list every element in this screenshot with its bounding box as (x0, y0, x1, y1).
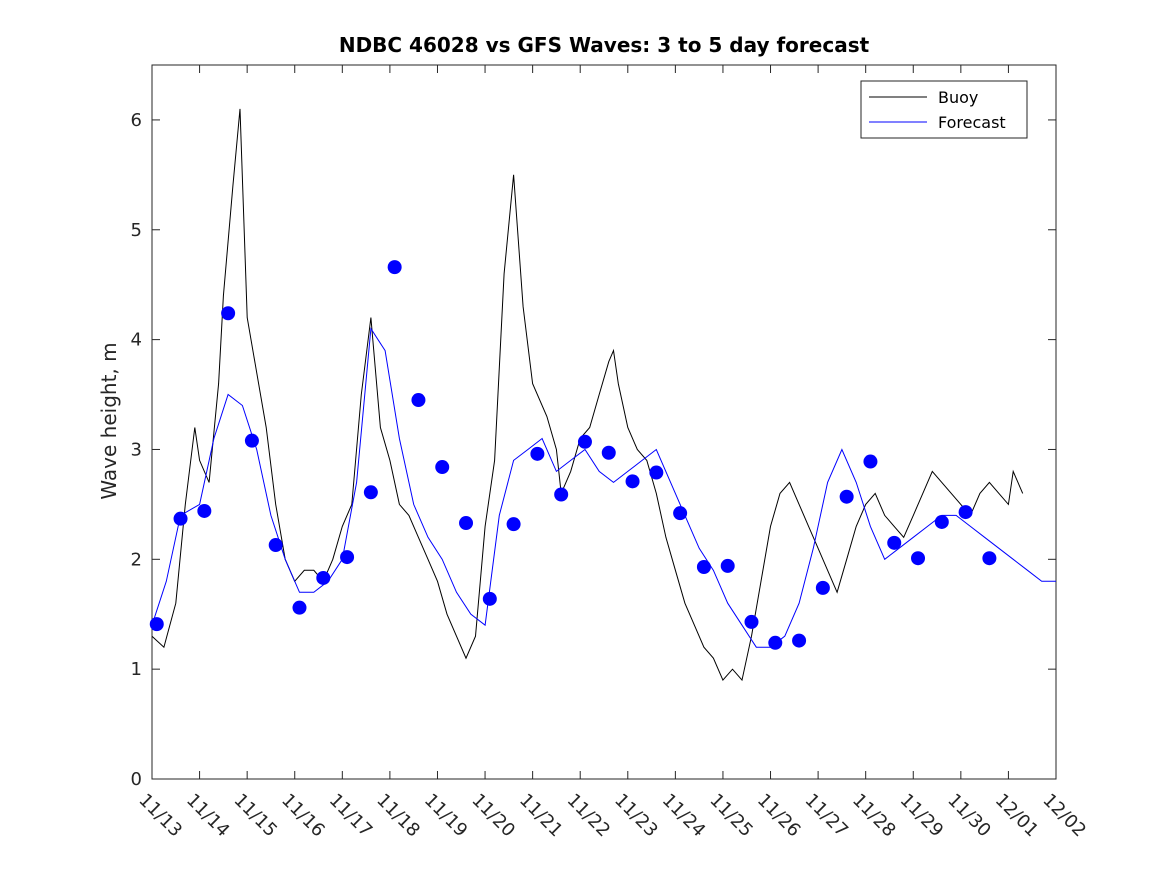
forecast-marker (601, 445, 616, 460)
y-axis-label: Wave height, m (97, 342, 121, 499)
y-axis: 0 1 2 3 4 5 6 (131, 110, 1056, 790)
forecast-marker (340, 550, 355, 565)
forecast-marker (768, 635, 783, 650)
forecast-marker (577, 434, 592, 449)
y-tick-label: 6 (131, 110, 142, 131)
forecast-marker (649, 465, 664, 480)
forecast-marker (268, 538, 283, 553)
forecast-marker (958, 505, 973, 520)
forecast-marker (720, 558, 735, 573)
forecast-marker (744, 614, 759, 629)
y-tick-label: 2 (131, 549, 142, 570)
y-tick-label: 0 (131, 769, 142, 790)
forecast-marker (792, 633, 807, 648)
forecast-marker (863, 454, 878, 469)
forecast-marker (911, 551, 926, 566)
forecast-marker (459, 516, 474, 531)
forecast-marker (530, 446, 545, 461)
y-tick-label: 4 (131, 330, 142, 351)
forecast-line (151, 327, 1056, 648)
forecast-marker (292, 600, 307, 615)
forecast-marker (173, 511, 188, 526)
forecast-marker (482, 591, 497, 606)
forecast-marker (316, 570, 331, 585)
legend-forecast-label: Forecast (938, 113, 1006, 132)
y-tick-label: 5 (131, 220, 142, 241)
forecast-marker (221, 306, 236, 321)
forecast-marker (435, 460, 450, 475)
forecast-marker (411, 393, 426, 408)
forecast-marker (934, 514, 949, 529)
forecast-marker (244, 433, 259, 448)
series-layer (151, 108, 1056, 682)
forecast-marker (625, 474, 640, 489)
forecast-marker (554, 487, 569, 502)
forecast-marker (696, 559, 711, 574)
legend: Buoy Forecast (860, 80, 1028, 139)
legend-buoy-label: Buoy (938, 88, 978, 107)
forecast-marker (887, 535, 902, 550)
legend-box (860, 80, 1028, 139)
y-tick-label: 3 (131, 439, 142, 460)
chart-title: NDBC 46028 vs GFS Waves: 3 to 5 day fore… (339, 33, 870, 57)
forecast-marker (506, 517, 521, 532)
forecast-marker (363, 485, 378, 500)
marker-layer (149, 260, 997, 650)
forecast-marker (839, 489, 854, 504)
plot-area (151, 64, 1057, 780)
forecast-marker (673, 506, 688, 521)
forecast-marker (815, 580, 830, 595)
y-tick-label: 1 (131, 659, 142, 680)
forecast-marker (982, 551, 997, 566)
forecast-marker (149, 617, 164, 632)
forecast-marker (387, 260, 402, 275)
forecast-marker (197, 503, 212, 518)
